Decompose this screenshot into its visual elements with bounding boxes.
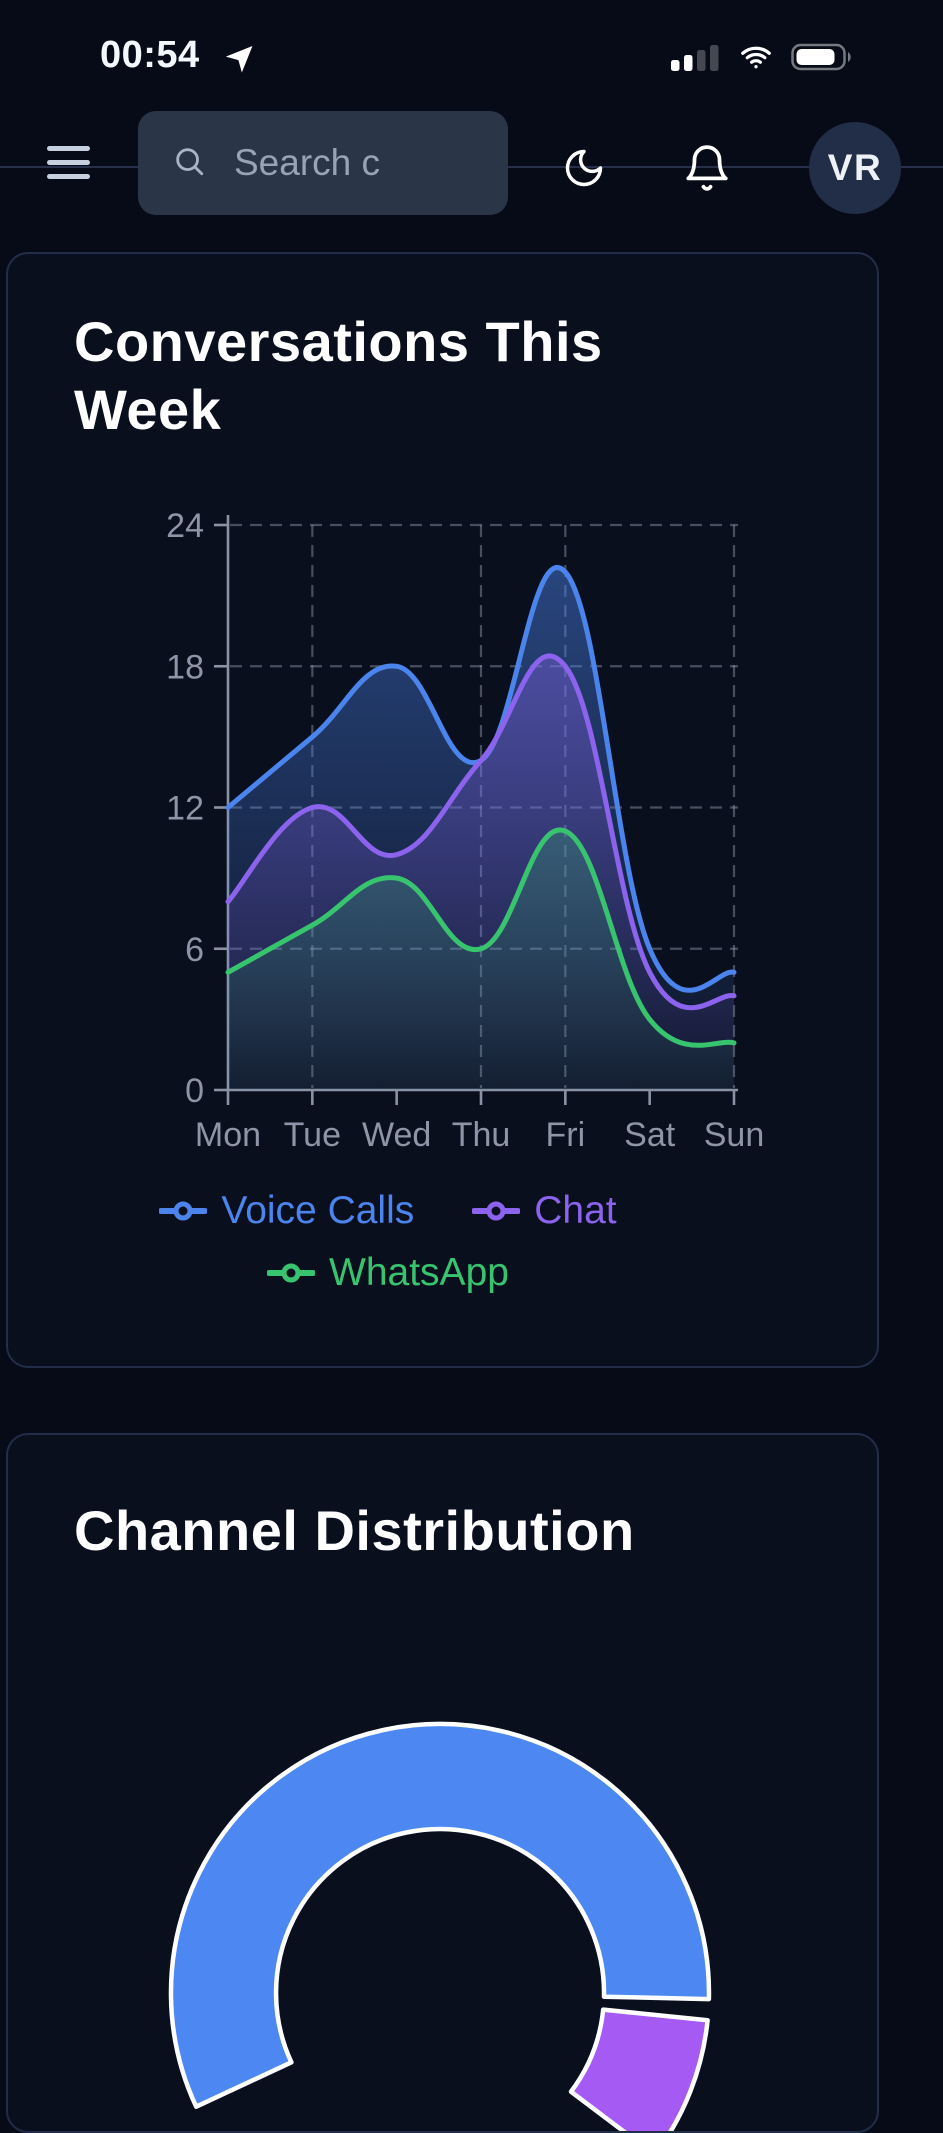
legend-marker-icon xyxy=(472,1201,521,1221)
x-axis-label: Thu xyxy=(452,1116,511,1154)
signal-icon xyxy=(671,43,721,76)
search-bar[interactable] xyxy=(138,111,508,215)
search-icon xyxy=(172,144,206,183)
y-axis-label: 0 xyxy=(185,1072,204,1110)
channel-card-title: Channel Distribution xyxy=(74,1499,635,1562)
x-axis-label: Sun xyxy=(704,1116,765,1154)
conversations-card: Conversations This Week 0 6 12 18 24 Mon Tue We… xyxy=(6,252,879,1368)
x-axis-label: Wed xyxy=(362,1116,431,1154)
search-input[interactable] xyxy=(232,141,476,185)
legend-label: Chat xyxy=(534,1189,617,1232)
wifi-icon xyxy=(736,42,776,77)
legend-label: WhatsApp xyxy=(329,1251,509,1294)
y-axis-label: 24 xyxy=(166,507,204,545)
conversations-card-title: Conversations This Week xyxy=(74,310,603,441)
y-axis-label: 12 xyxy=(166,790,204,828)
legend-marker-icon xyxy=(159,1201,208,1221)
menu-icon[interactable] xyxy=(47,146,90,188)
doughnut-segment-blue[interactable] xyxy=(168,1721,712,2109)
location-arrow-icon xyxy=(222,42,256,81)
legend-item-voice-calls[interactable]: Voice Calls xyxy=(159,1188,414,1234)
x-axis-label: Mon xyxy=(195,1116,261,1154)
x-axis-label: Tue xyxy=(284,1116,341,1154)
moon-icon xyxy=(565,149,603,187)
channel-distribution-card: Channel Distribution xyxy=(6,1433,879,2133)
y-axis-label: 6 xyxy=(185,931,204,969)
legend-item-whatsapp[interactable]: WhatsApp xyxy=(267,1250,509,1296)
chart-legend: Voice Calls Chat WhatsApp xyxy=(108,1188,668,1296)
channel-doughnut-chart xyxy=(168,1721,712,2131)
conversations-area-chart: 0 6 12 18 24 Mon Tue Wed Thu Fri Sat Sun xyxy=(166,507,765,1154)
y-axis-label: 18 xyxy=(166,648,204,686)
legend-marker-icon xyxy=(267,1263,316,1283)
legend-item-chat[interactable]: Chat xyxy=(472,1188,617,1234)
series-line-chat xyxy=(225,653,737,1011)
notifications-button[interactable] xyxy=(682,142,732,194)
status-bar: 00:54 xyxy=(0,26,943,90)
dark-mode-toggle[interactable] xyxy=(562,146,606,190)
battery-icon xyxy=(791,42,857,77)
avatar[interactable]: VR xyxy=(809,122,901,214)
doughnut-segment-purple[interactable] xyxy=(568,2007,710,2131)
x-axis-label: Fri xyxy=(546,1116,586,1154)
series-line-voice-calls xyxy=(225,565,737,993)
app-header: VR xyxy=(0,96,943,220)
legend-label: Voice Calls xyxy=(221,1189,415,1232)
series-line-whatsapp xyxy=(225,827,737,1048)
x-axis-label: Sat xyxy=(624,1116,676,1154)
clock: 00:54 xyxy=(100,34,200,76)
bell-icon xyxy=(686,145,728,191)
